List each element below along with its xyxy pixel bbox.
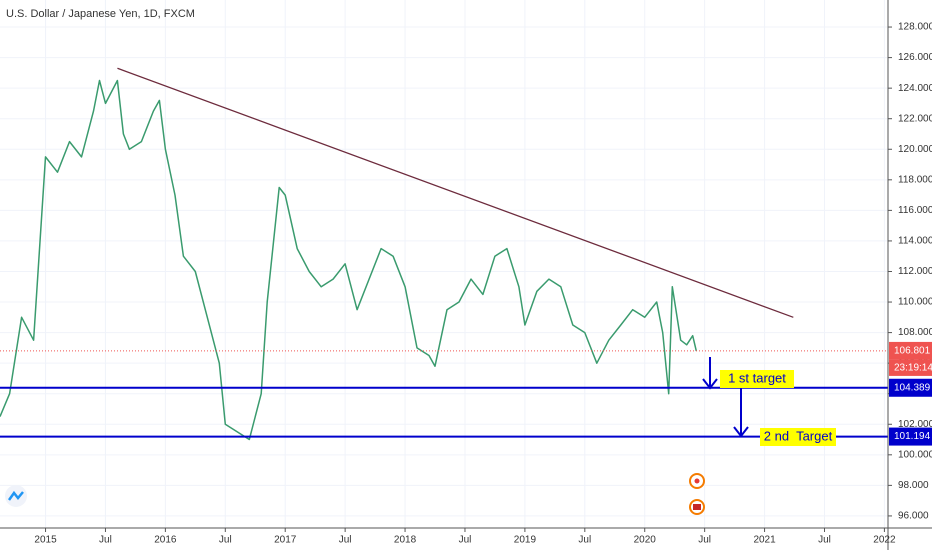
logo[interactable] — [5, 485, 27, 507]
x-tick-label: Jul — [818, 535, 831, 546]
y-tick-label: 110.000 — [898, 297, 932, 308]
x-tick-label: Jul — [219, 535, 232, 546]
last-price-label: 106.801 — [894, 346, 931, 357]
x-tick-label: 2022 — [873, 535, 896, 546]
price-line — [0, 79, 698, 441]
level-label: 104.389 — [894, 382, 931, 393]
y-tick-label: 118.000 — [898, 174, 932, 185]
x-tick-label: 2018 — [394, 535, 417, 546]
grid — [0, 0, 888, 528]
countdown-box — [889, 359, 932, 376]
x-tick-label: Jul — [578, 535, 591, 546]
x-tick-label: 2021 — [753, 535, 776, 546]
annotation-text: 2 nd Target — [764, 428, 833, 443]
x-tick-label: 2017 — [274, 535, 297, 546]
level-label: 101.194 — [894, 431, 931, 442]
chart-title: U.S. Dollar / Japanese Yen, 1D, FXCM — [6, 8, 195, 20]
logo-mark — [7, 490, 24, 501]
x-tick-label: Jul — [698, 535, 711, 546]
event-icon-dot — [694, 478, 700, 484]
annotation-box — [720, 370, 794, 388]
x-tick-label: 2016 — [154, 535, 177, 546]
y-tick-label: 96.000 — [898, 511, 929, 522]
y-tick-label: 120.000 — [898, 144, 932, 155]
x-tick-label: 2019 — [514, 535, 537, 546]
y-tick-label: 102.000 — [898, 419, 932, 430]
annotation-box — [760, 428, 836, 446]
y-tick-label: 122.000 — [898, 113, 932, 124]
arrows — [702, 357, 749, 438]
y-tick-label: 100.000 — [898, 449, 932, 460]
level-label-box — [889, 378, 932, 397]
y-tick-label: 114.000 — [898, 236, 932, 247]
y-tick-label: 112.000 — [898, 266, 932, 277]
y-tick-label: 108.000 — [898, 327, 932, 338]
x-tick-label: 2020 — [634, 535, 657, 546]
annotation-text: 1 st target — [728, 370, 786, 385]
y-tick-label: 116.000 — [898, 205, 932, 216]
countdown-label: 23:19:14 — [894, 363, 932, 374]
last-price-box — [889, 341, 932, 360]
x-tick-label: Jul — [339, 535, 352, 546]
x-tick-label: 2015 — [34, 535, 57, 546]
y-tick-label: 128.000 — [898, 22, 932, 33]
y-tick-label: 124.000 — [898, 83, 932, 94]
x-tick-label: Jul — [459, 535, 472, 546]
x-tick-label: Jul — [99, 535, 112, 546]
event-icons[interactable] — [689, 473, 705, 515]
arrow — [702, 357, 718, 390]
level-label-box — [889, 427, 932, 446]
event-icon-flag — [693, 504, 701, 510]
y-tick-label: 126.000 — [898, 52, 932, 63]
arrow — [733, 388, 749, 438]
trendline — [117, 67, 794, 318]
y-tick-label: 98.000 — [898, 480, 929, 491]
